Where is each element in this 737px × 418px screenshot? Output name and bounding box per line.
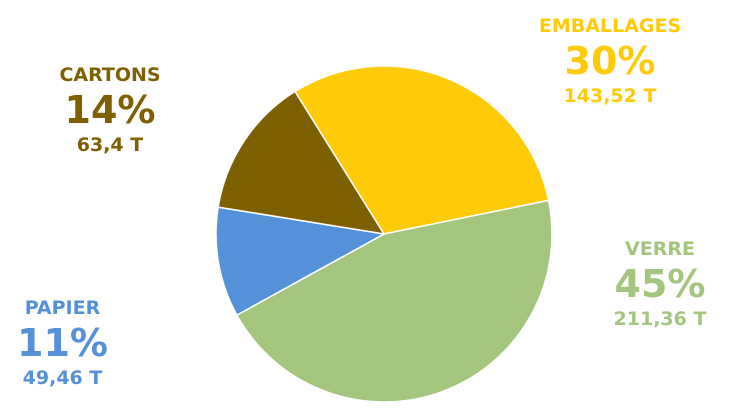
slice-percent-papier: 11% [17, 321, 108, 365]
label-papier: PAPIER 11% 49,46 T [0, 296, 125, 390]
label-verre: VERRE 45% 211,36 T [590, 237, 730, 331]
slice-quantity-verre: 211,36 T [613, 308, 707, 330]
pie-slice-papier [215, 206, 387, 317]
slice-quantity-emballages: 143,52 T [563, 85, 657, 107]
slice-percent-verre: 45% [614, 262, 706, 306]
slice-name-cartons: CARTONS [59, 64, 161, 86]
slice-quantity-papier: 49,46 T [22, 367, 103, 389]
label-emballages: EMBALLAGES 30% 143,52 T [520, 14, 700, 108]
slice-percent-cartons: 14% [64, 88, 156, 132]
slice-name-verre: VERRE [625, 238, 695, 260]
slice-percent-emballages: 30% [564, 39, 656, 83]
slice-name-papier: PAPIER [24, 297, 101, 319]
slice-name-emballages: EMBALLAGES [538, 15, 682, 37]
pie-slice-verre [235, 199, 553, 403]
label-cartons: CARTONS 14% 63,4 T [20, 63, 200, 157]
pie-slice-cartons [217, 90, 386, 236]
slice-quantity-cartons: 63,4 T [76, 134, 144, 156]
